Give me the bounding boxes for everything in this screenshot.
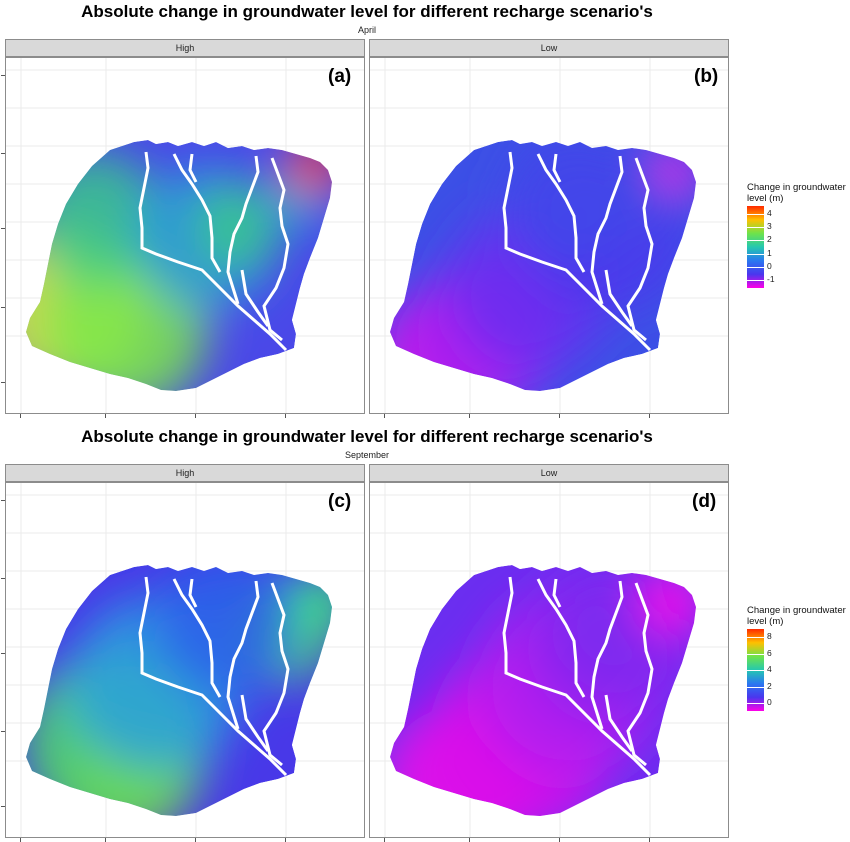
legend-tick-mark	[747, 240, 764, 241]
legend-tick-label: 0	[767, 697, 772, 707]
legend-tick-mark	[747, 254, 764, 255]
legend-colorbar	[747, 206, 764, 288]
y-axis-tick	[1, 578, 5, 579]
strip-label-a: High	[5, 39, 365, 57]
legend-september: Change in groundwater level (m) 8 6 4 2 0	[747, 605, 850, 725]
map-panel-c: (c)	[5, 482, 365, 838]
legend-tick-mark	[747, 637, 764, 638]
legend-tick-label: 2	[767, 681, 772, 691]
strip-label-d: Low	[369, 464, 729, 482]
legend-tick-mark	[747, 670, 764, 671]
x-axis-tick	[469, 414, 470, 418]
x-axis-tick	[384, 838, 385, 842]
section-subtitle-september: September	[344, 450, 390, 460]
legend-tick-label: 3	[767, 221, 772, 231]
legend-tick-label: 4	[767, 664, 772, 674]
catchment-fill	[26, 140, 332, 391]
river-network	[502, 151, 654, 352]
legend-title: Change in groundwater level (m)	[747, 605, 846, 627]
x-axis-tick	[195, 414, 196, 418]
x-axis-tick	[20, 414, 21, 418]
y-axis-tick	[1, 153, 5, 154]
legend-tick-label: -1	[767, 274, 775, 284]
panel-letter-d: (d)	[692, 491, 717, 512]
legend-title: Change in groundwater level (m)	[747, 182, 846, 204]
legend-tick-mark	[747, 267, 764, 268]
section-title-april: Absolute change in groundwater level for…	[81, 2, 653, 21]
y-axis-tick	[1, 75, 5, 76]
x-axis-tick	[649, 838, 650, 842]
section-subtitle-april: April	[357, 25, 376, 35]
x-axis-tick	[105, 414, 106, 418]
legend-tick-label: 0	[767, 261, 772, 271]
legend-tick-mark	[747, 654, 764, 655]
map-svg-d	[370, 483, 728, 837]
y-axis-tick	[1, 382, 5, 383]
legend-tick-mark	[747, 214, 764, 215]
map-svg-c	[6, 483, 364, 837]
legend-tick-mark	[747, 687, 764, 688]
y-axis-tick	[1, 653, 5, 654]
x-axis-tick	[469, 838, 470, 842]
map-svg-b	[370, 58, 728, 413]
strip-label-b: Low	[369, 39, 729, 57]
legend-tick-label: 1	[767, 248, 772, 258]
map-panel-d: (d)	[369, 482, 729, 838]
river-network	[502, 576, 654, 777]
section-title-september: Absolute change in groundwater level for…	[81, 427, 653, 446]
map-panel-b: (b)	[369, 57, 729, 414]
y-axis-tick	[1, 307, 5, 308]
legend-tick-mark	[747, 280, 764, 281]
y-axis-tick	[1, 228, 5, 229]
legend-tick-label: 2	[767, 234, 772, 244]
x-axis-tick	[105, 838, 106, 842]
legend-april: Change in groundwater level (m) 4 3 2 1 0 -1	[747, 182, 850, 302]
catchment-fill	[390, 140, 696, 391]
x-axis-tick	[285, 838, 286, 842]
panel-letter-a: (a)	[328, 66, 352, 87]
river-network	[138, 576, 290, 777]
x-axis-tick	[649, 414, 650, 418]
x-axis-tick	[195, 838, 196, 842]
strip-label-c: High	[5, 464, 365, 482]
legend-tick-mark	[747, 703, 764, 704]
legend-tick-mark	[747, 227, 764, 228]
x-axis-tick	[559, 838, 560, 842]
x-axis-tick	[20, 838, 21, 842]
y-axis-tick	[1, 806, 5, 807]
y-axis-tick	[1, 500, 5, 501]
x-axis-tick	[384, 414, 385, 418]
map-panel-a: (a)	[5, 57, 365, 414]
panel-letter-b: (b)	[694, 66, 719, 87]
catchment-fill	[26, 565, 332, 816]
catchment-fill	[390, 565, 696, 816]
x-axis-tick	[559, 414, 560, 418]
map-svg-a	[6, 58, 364, 413]
river-network	[138, 151, 290, 352]
x-axis-tick	[285, 414, 286, 418]
legend-tick-label: 4	[767, 208, 772, 218]
legend-tick-label: 8	[767, 631, 772, 641]
panel-letter-c: (c)	[328, 491, 352, 512]
legend-tick-label: 6	[767, 648, 772, 658]
y-axis-tick	[1, 731, 5, 732]
